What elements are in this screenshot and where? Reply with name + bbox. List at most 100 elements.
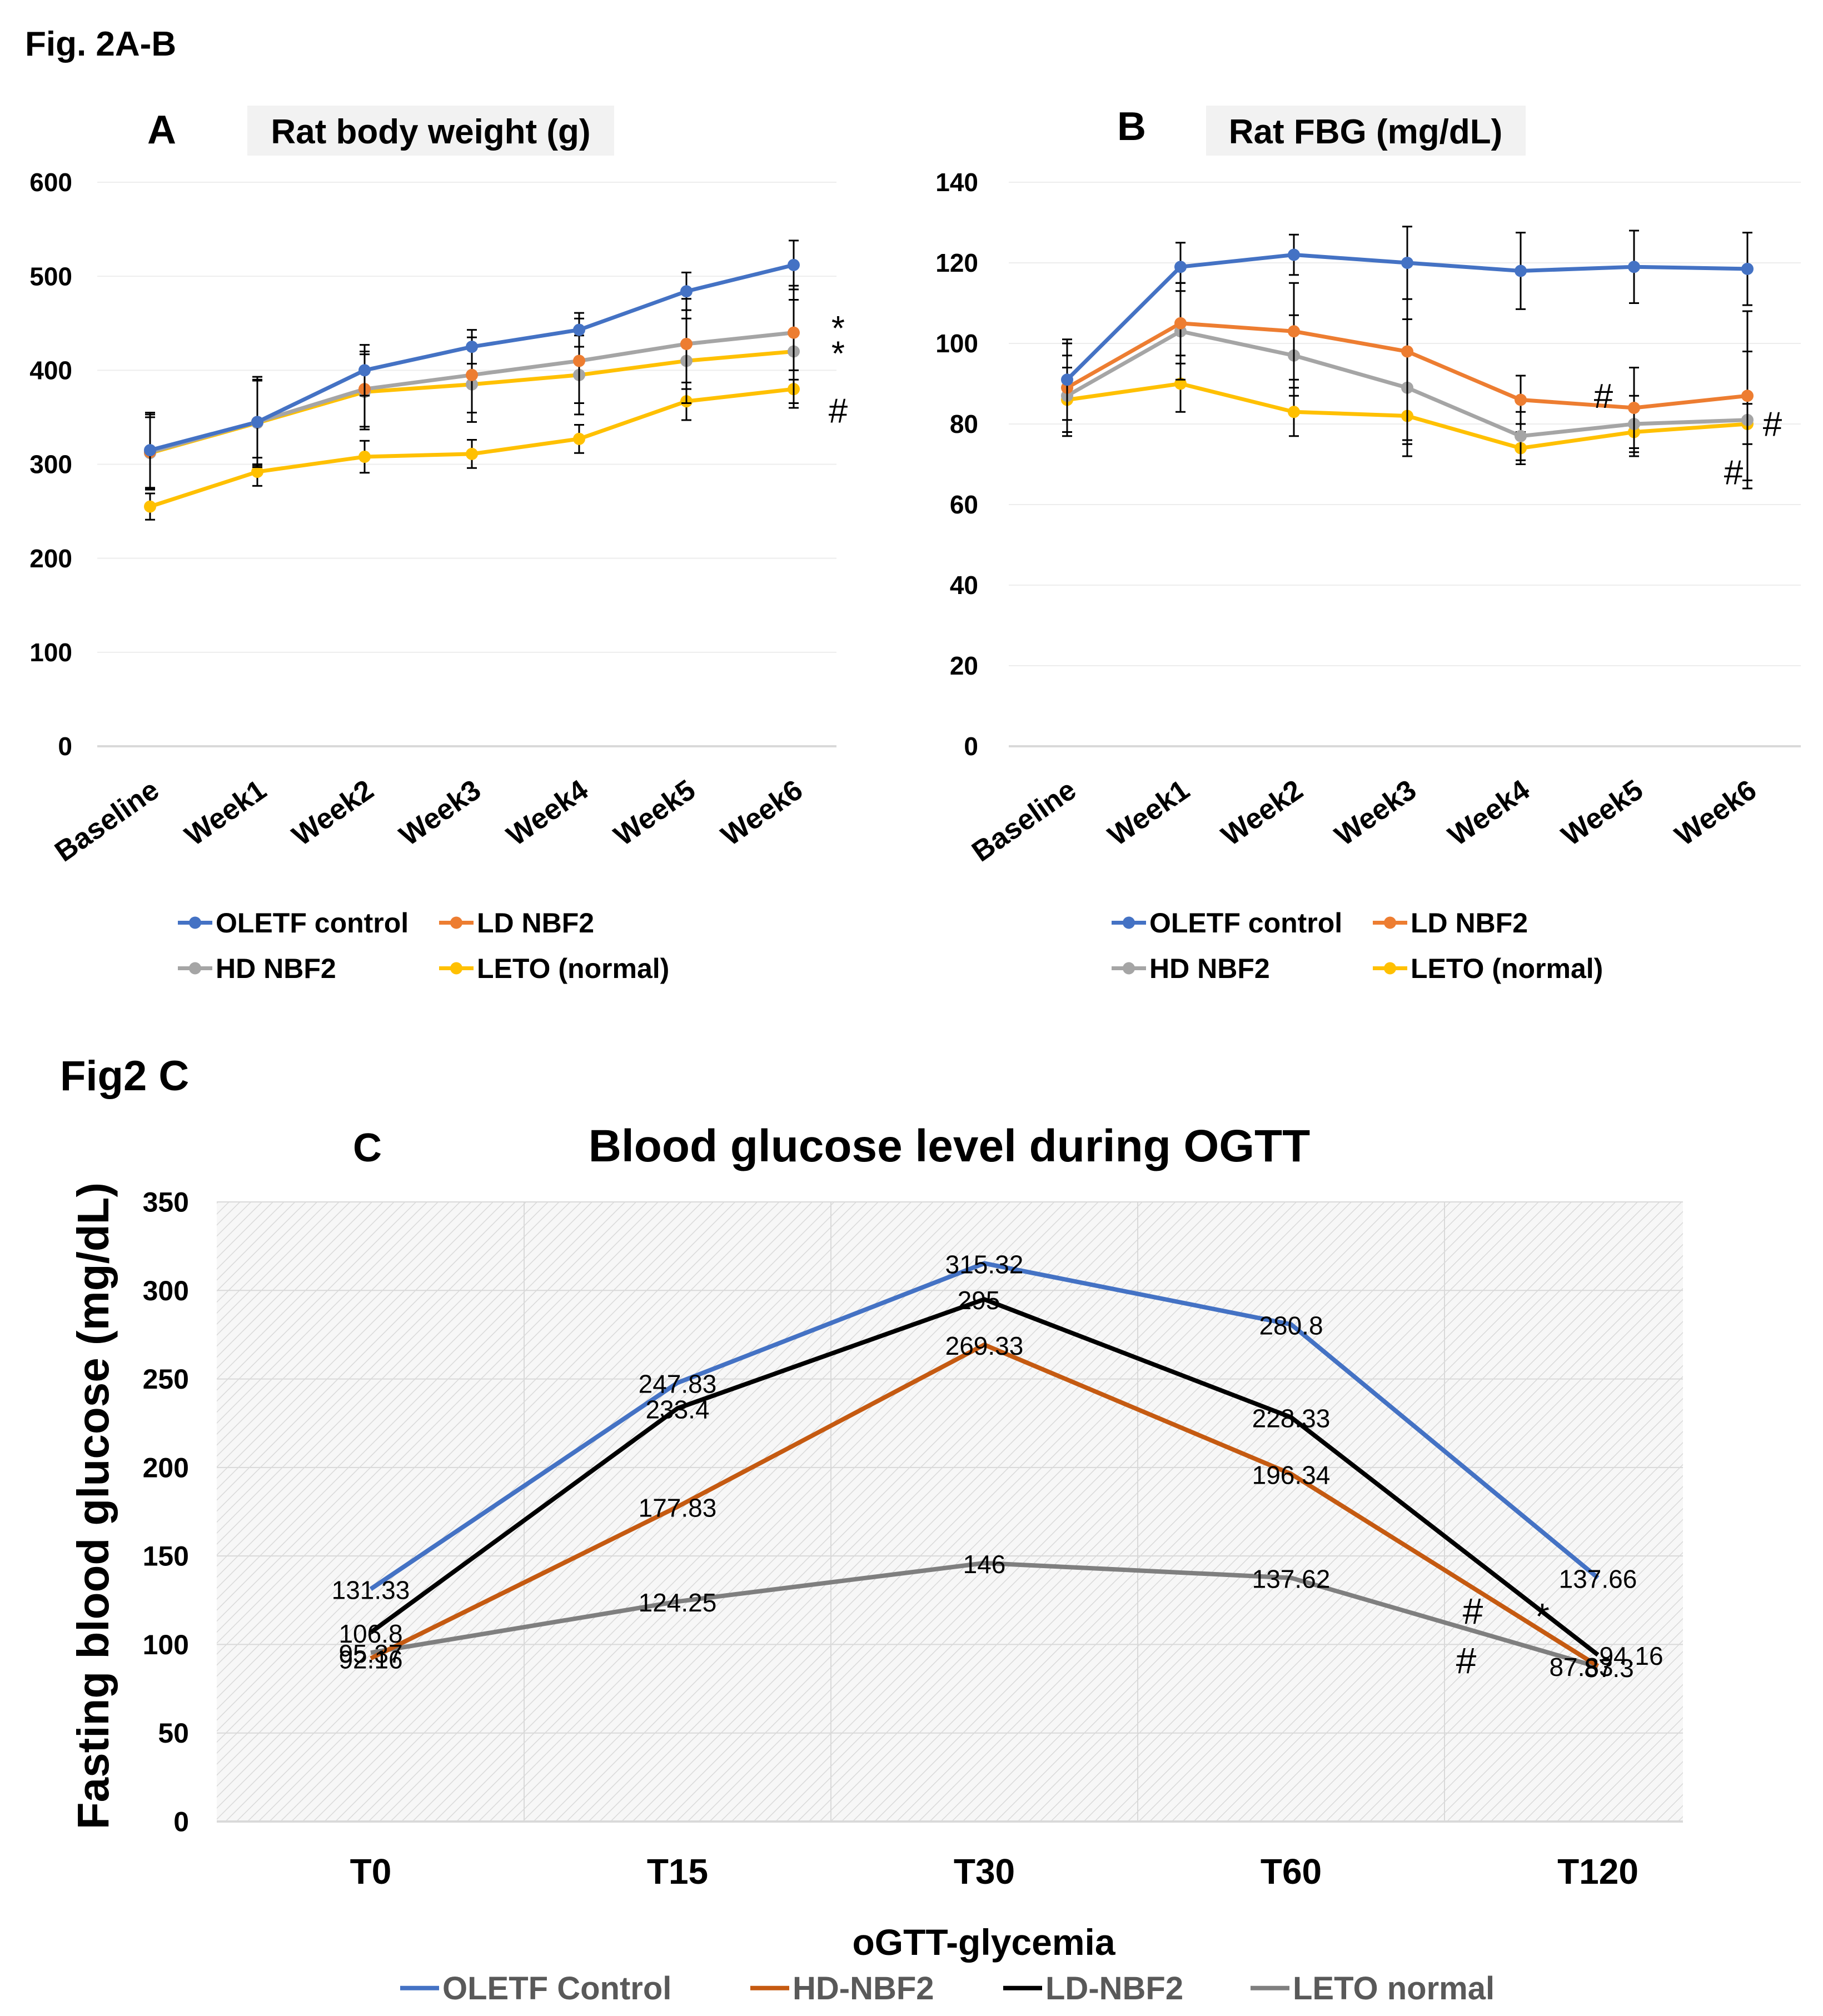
panel-b-title-box [1206,106,1526,156]
panel-a-legend-label: HD NBF2 [216,953,336,984]
panel-c-legend-label: OLETF Control [442,1970,671,2007]
panel-c-data-label: 295 [958,1286,1000,1315]
panel-b-legend-label: HD NBF2 [1149,953,1270,984]
panel-b-legend-label: LETO (normal) [1411,953,1603,984]
panel-a-x-tick-label: Week4 [501,774,594,852]
panel-c-legend-label: HD-NBF2 [793,1970,934,2007]
panel-b-data-point [1174,317,1187,330]
panel-b-data-point [1515,265,1527,277]
panel-b-legend-marker [1123,916,1135,929]
panel-b-significance-marker: # [1594,377,1613,416]
panel-c-x-tick-label: T15 [647,1852,708,1892]
panel-b-y-tick-label: 120 [935,248,978,277]
panel-c-data-label: 124.25 [639,1588,717,1617]
panel-a-legend-label: LD NBF2 [477,907,594,939]
panel-c-legend-label: LD-NBF2 [1045,1970,1183,2007]
panel-b-legend-label: OLETF control [1149,907,1342,939]
panel-c-data-label: 87.3 [1584,1654,1634,1683]
panel-b-data-point [1061,373,1073,386]
panel-b-data-point [1401,345,1413,358]
panel-b-y-tick-label: 80 [950,410,978,438]
panel-b-x-tick-label: Week6 [1669,774,1762,852]
panel-a-data-point [680,285,693,298]
panel-b-data-point [1628,261,1640,273]
panel-a-legend-label: LETO (normal) [477,953,669,984]
panel-b-data-point [1628,402,1640,414]
panel-c-plot-area [217,1202,1683,1822]
panel-b-x-tick-label: Week4 [1442,774,1536,852]
panel-c-data-label: 233.4 [645,1395,709,1424]
panel-b-data-point [1741,390,1754,402]
panel-a-data-point [466,447,478,460]
panel-a-x-tick-label: Week6 [715,774,808,852]
panel-c-x-tick-label: T30 [954,1852,1015,1892]
panel-b-x-tick-label: Week2 [1216,774,1308,852]
panel-c-data-label: 94.16 [1599,1641,1663,1670]
panel-c-data-label: 146 [963,1550,1006,1579]
panel-c-significance-marker: # [1456,1640,1477,1681]
panel-b-significance-marker: # [1724,454,1744,492]
panel-b-x-tick-label: Baseline [966,774,1082,868]
panel-c-data-label: 247.83 [639,1369,717,1398]
panel-b-data-point [1741,262,1754,275]
panel-a-legend-marker [450,962,462,975]
panel-a-legend-label: OLETF control [216,907,409,939]
panel-b-data-point [1288,325,1300,338]
panel-a-y-tick-label: 600 [29,168,72,197]
panel-c-y-tick-label: 150 [143,1541,189,1572]
panel-a-x-tick-label: Week2 [286,774,379,852]
panel-c-data-label: 137.66 [1559,1564,1637,1593]
panel-c-title: Blood glucose level during OGTT [589,1121,1310,1171]
panel-c-y-tick-label: 100 [143,1629,189,1660]
panel-c-significance-marker: # [1463,1590,1483,1631]
panel-b-fbg-chart: B Rat FBG (mg/dL) 0 20 40 60 80 100 120 140 Base… [935,104,1801,984]
panel-c-y-tick-label: 350 [143,1187,189,1218]
panel-c-data-label: 269.33 [945,1331,1024,1360]
panel-a-data-point [466,341,478,353]
panel-c-series-line-oletf-control [369,1261,1600,1591]
panel-b-y-tick-label: 60 [950,490,978,519]
panel-a-data-point [573,355,585,367]
panel-a-significance-marker: * [831,310,845,348]
panel-a-x-tick-label: Week3 [394,774,486,852]
panel-c-series-line-leto-normal [370,1560,1599,1669]
panel-c-data-label: 106.8 [338,1619,402,1648]
panel-a-letter: A [147,108,176,152]
panel-a-data-point [573,323,585,336]
panel-a-legend-marker [189,916,201,929]
panel-c-letter: C [353,1126,382,1170]
panel-c-ogtt-chart: C Blood glucose level during OGTT 0 50 100… [68,1121,1683,2007]
panel-b-legend-marker [1384,916,1396,929]
panel-c-data-label: 280.8 [1259,1311,1323,1340]
panel-a-legend-marker [450,916,462,929]
panel-a-legend-marker [189,962,201,975]
figure-heading-ab: Fig. 2A-B [25,25,176,63]
panel-a-significance-marker: * [831,335,845,373]
panel-b-x-tick-label: Week5 [1556,774,1648,852]
panel-a-data-point [144,444,156,457]
panel-c-series-line-ld-nbf2 [369,1297,1600,1657]
panel-b-y-tick-label: 140 [935,168,978,197]
panel-a-y-tick-label: 100 [29,638,72,667]
panel-b-legend-marker [1123,962,1135,975]
panel-a-data-point [466,368,478,381]
panel-c-data-label: 228.33 [1252,1404,1331,1433]
panel-b-data-point [1401,257,1413,269]
panel-a-x-tick-label: Baseline [49,774,165,868]
panel-c-series-line-hd-nbf2 [370,1342,1600,1668]
panel-a-data-point [144,500,156,513]
panel-b-y-tick-label: 20 [950,651,978,680]
panel-a-y-tick-label: 300 [29,450,72,479]
panel-c-y-axis-title: Fasting blood glucose (mg/dL) [68,1182,118,1829]
panel-c-data-label: 177.83 [639,1493,717,1522]
panel-c-x-tick-label: T120 [1557,1852,1638,1892]
panel-c-y-tick-label: 50 [158,1718,189,1749]
panel-a-data-point [251,416,263,428]
panel-a-data-point [251,466,263,478]
panel-b-x-tick-label: Week3 [1329,774,1422,852]
panel-b-significance-marker: # [1763,406,1782,444]
panel-a-significance-marker: # [829,392,848,430]
panel-b-data-point [1515,430,1527,442]
panel-c-y-tick-label: 200 [143,1452,189,1483]
